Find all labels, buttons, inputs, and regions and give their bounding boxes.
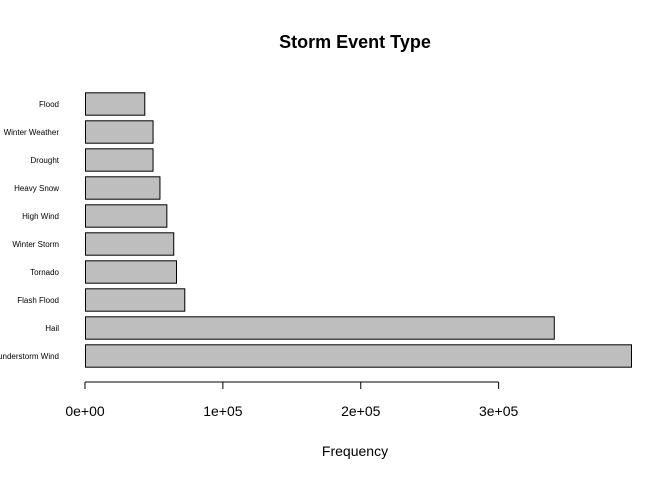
bars-group [85,92,632,368]
bar-flash-flood [85,288,186,312]
x-tick-label: 0e+00 [65,403,105,419]
y-tick-label: Flash Flood [17,296,59,305]
bar-winter-storm [85,232,175,256]
x-tick-label: 2e+05 [341,403,381,419]
bar-thunderstorm-wind [85,344,632,368]
bar-tornado [85,260,177,284]
x-tick-label: 1e+05 [203,403,243,419]
y-tick-label: Winter Weather [4,128,60,137]
y-tick-label: Flood [39,100,59,109]
y-tick-label: Thunderstorm Wind [0,352,59,361]
y-tick-label: Winter Storm [12,240,59,249]
y-tick-label: Heavy Snow [14,184,59,193]
bar-high-wind [85,204,168,228]
y-tick-label: High Wind [22,212,59,221]
y-tick-label: Hail [45,324,59,333]
x-axis: 0e+00 1e+05 2e+05 3e+05 [65,381,519,419]
x-tick-label: 3e+05 [479,403,519,419]
bar-winter-weather [85,120,154,144]
bar-flood [85,92,146,116]
y-tick-label: Drought [31,156,60,165]
bar-drought [85,148,154,172]
bar-hail [85,316,555,340]
x-axis-label: Frequency [322,443,388,459]
bar-heavy-snow [85,176,161,200]
y-tick-labels: Thunderstorm Wind Hail Flash Flood Tornado W… [0,100,60,361]
chart-title: Storm Event Type [279,32,431,52]
y-tick-label: Tornado [30,268,59,277]
